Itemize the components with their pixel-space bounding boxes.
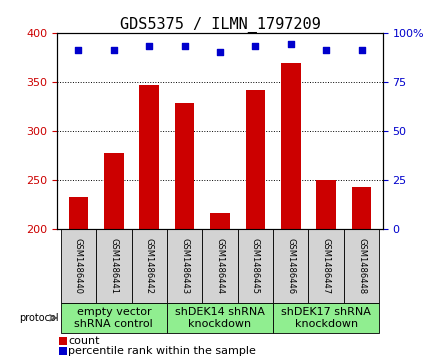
Bar	[59, 337, 67, 345]
Text: GSM1486446: GSM1486446	[286, 238, 295, 294]
Text: GDS5375 / ILMN_1797209: GDS5375 / ILMN_1797209	[120, 16, 320, 33]
Bar	[175, 103, 194, 229]
Bar	[316, 180, 336, 229]
Bar	[139, 85, 159, 229]
Point	[110, 48, 117, 53]
Bar	[238, 229, 273, 303]
Text: count: count	[68, 337, 100, 346]
Text: GSM1486444: GSM1486444	[216, 238, 224, 294]
Bar	[273, 229, 308, 303]
Bar	[59, 347, 67, 355]
Bar	[246, 90, 265, 229]
Bar	[69, 197, 88, 229]
Bar	[104, 153, 124, 229]
Bar	[61, 303, 167, 334]
Text: GSM1486440: GSM1486440	[74, 238, 83, 294]
Point	[216, 49, 224, 55]
Text: empty vector
shRNA control: empty vector shRNA control	[74, 307, 153, 329]
Bar	[167, 303, 273, 334]
Text: GSM1486445: GSM1486445	[251, 238, 260, 294]
Text: percentile rank within the sample: percentile rank within the sample	[68, 346, 256, 356]
Bar	[273, 303, 379, 334]
Text: shDEK14 shRNA
knockdown: shDEK14 shRNA knockdown	[175, 307, 265, 329]
Bar	[202, 229, 238, 303]
Text: GSM1486443: GSM1486443	[180, 238, 189, 294]
Bar	[352, 188, 371, 229]
Bar	[308, 229, 344, 303]
Text: GSM1486448: GSM1486448	[357, 238, 366, 294]
Text: GSM1486441: GSM1486441	[109, 238, 118, 294]
Point	[358, 48, 365, 53]
Point	[287, 41, 294, 47]
Point	[181, 44, 188, 49]
Bar	[210, 213, 230, 229]
Point	[323, 48, 330, 53]
Point	[146, 44, 153, 49]
Bar	[167, 229, 202, 303]
Text: GSM1486442: GSM1486442	[145, 238, 154, 294]
Bar	[132, 229, 167, 303]
Bar	[61, 229, 96, 303]
Bar	[281, 63, 301, 229]
Bar	[344, 229, 379, 303]
Text: GSM1486447: GSM1486447	[322, 238, 331, 294]
Point	[252, 44, 259, 49]
Text: protocol: protocol	[19, 313, 59, 323]
Bar	[96, 229, 132, 303]
Text: shDEK17 shRNA
knockdown: shDEK17 shRNA knockdown	[281, 307, 371, 329]
Point	[75, 48, 82, 53]
